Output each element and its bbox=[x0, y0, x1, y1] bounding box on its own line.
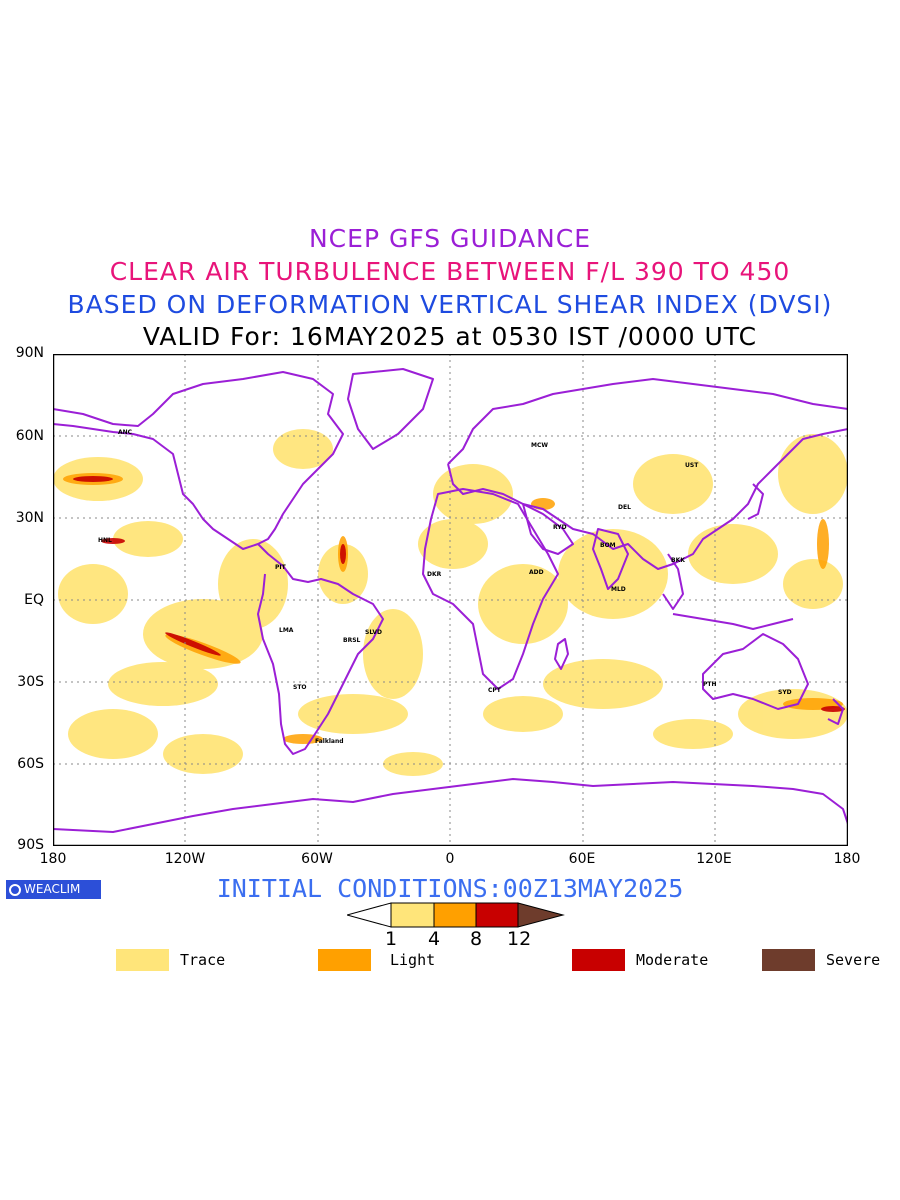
x-tick-label: 60W bbox=[301, 851, 333, 867]
initial-conditions: INITIAL CONDITIONS:00Z13MAY2025 bbox=[216, 874, 684, 903]
y-tick-label: 90S bbox=[17, 837, 44, 853]
legend-label-trace: Trace bbox=[180, 951, 226, 969]
station-code: UST bbox=[685, 462, 699, 469]
weaclim-logo: WEACLIM bbox=[6, 880, 101, 899]
station-code: LMA bbox=[279, 627, 294, 634]
colorbar-tick: 4 bbox=[428, 928, 441, 950]
x-tick-label: 180 bbox=[39, 851, 67, 867]
y-tick-label: 30N bbox=[15, 510, 44, 526]
colorbar-tick: 1 bbox=[385, 928, 398, 950]
station-code: RYD bbox=[553, 524, 567, 531]
y-tick-label: 90N bbox=[15, 345, 44, 361]
station-code: SLVD bbox=[365, 629, 382, 636]
turbulence-trace-areas bbox=[53, 429, 848, 776]
colorbar-tick: 12 bbox=[507, 928, 532, 950]
x-tick-label: 120E bbox=[696, 851, 732, 867]
station-code: STO bbox=[293, 684, 307, 691]
x-tick-label: 120W bbox=[164, 851, 206, 867]
legend-swatch-moderate bbox=[572, 949, 625, 971]
station-code: BRSL bbox=[343, 637, 361, 644]
colorbar bbox=[347, 902, 565, 928]
colorbar-moderate bbox=[475, 902, 519, 928]
logo-circle-icon bbox=[9, 883, 21, 896]
station-code: ADD bbox=[529, 569, 544, 576]
x-tick-label: 60E bbox=[568, 851, 596, 867]
station-code: DKR bbox=[427, 571, 442, 578]
title-line-3: BASED ON DEFORMATION VERTICAL SHEAR INDE… bbox=[67, 290, 833, 319]
station-code: CPT bbox=[488, 687, 502, 694]
legend-label-severe: Severe bbox=[826, 951, 881, 969]
title-line-1: NCEP GFS GUIDANCE bbox=[308, 224, 591, 253]
colorbar-tick: 8 bbox=[470, 928, 483, 950]
station-code: DEL bbox=[618, 504, 631, 511]
legend-swatch-light bbox=[318, 949, 371, 971]
x-tick-label: 0 bbox=[445, 851, 455, 867]
colorbar-severe-triangle bbox=[517, 902, 565, 928]
station-code: MLD bbox=[611, 586, 626, 593]
valid-time: VALID For: 16MAY2025 at 0530 IST /0000 U… bbox=[142, 322, 758, 351]
x-tick-label: 180 bbox=[833, 851, 861, 867]
lat-lon-grid bbox=[53, 354, 848, 846]
legend-label-moderate: Moderate bbox=[636, 951, 709, 969]
legend-swatch-severe bbox=[762, 949, 815, 971]
y-tick-label: EQ bbox=[24, 592, 44, 608]
colorbar-low-triangle bbox=[347, 902, 392, 928]
logo-text: WEACLIM bbox=[24, 882, 81, 896]
station-code: BOM bbox=[600, 542, 616, 549]
legend-swatch-trace bbox=[116, 949, 169, 971]
legend-label-light: Light bbox=[390, 951, 436, 969]
y-tick-label: 60S bbox=[17, 756, 44, 772]
turbulence-moderate-areas bbox=[73, 476, 845, 712]
station-code: HNL bbox=[98, 537, 112, 544]
station-code: BKK bbox=[671, 557, 685, 564]
station-code: SYD bbox=[778, 689, 792, 696]
colorbar-trace bbox=[390, 902, 435, 928]
station-code: ANC bbox=[118, 429, 133, 436]
y-tick-label: 60N bbox=[15, 428, 44, 444]
title-line-2: CLEAR AIR TURBULENCE BETWEEN F/L 390 TO … bbox=[109, 257, 791, 286]
station-code: Falkland bbox=[315, 738, 344, 745]
station-code: PIT bbox=[275, 564, 287, 571]
coastlines bbox=[53, 368, 848, 833]
station-code: MCW bbox=[531, 442, 548, 449]
station-codes: ANC MCW UST HNL PIT LMA BRSL SLVD STO DK… bbox=[98, 429, 792, 745]
turbulence-map: ANC MCW UST HNL PIT LMA BRSL SLVD STO DK… bbox=[53, 354, 848, 846]
station-code: PTH bbox=[703, 681, 717, 688]
y-tick-label: 30S bbox=[17, 674, 44, 690]
map-frame bbox=[53, 354, 848, 846]
colorbar-light bbox=[433, 902, 477, 928]
